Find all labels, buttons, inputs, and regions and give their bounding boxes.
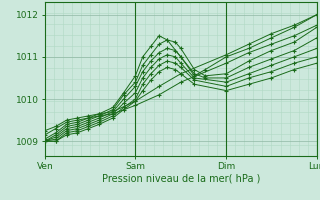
X-axis label: Pression niveau de la mer( hPa ): Pression niveau de la mer( hPa ) [102, 173, 260, 183]
